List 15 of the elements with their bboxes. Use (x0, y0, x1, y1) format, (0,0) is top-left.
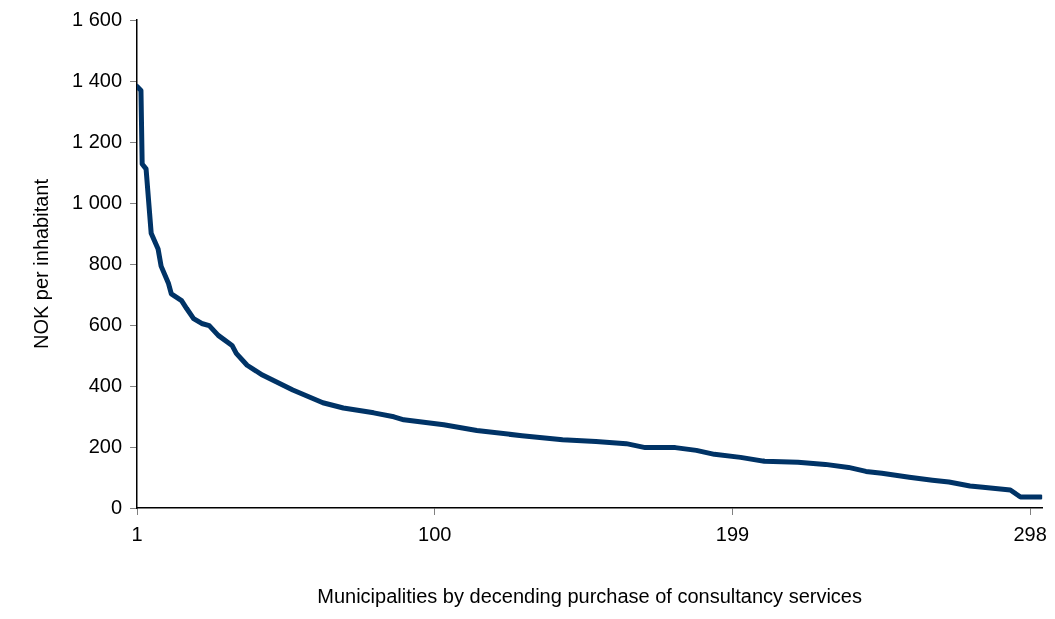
y-tick-label: 1 000 (71, 190, 123, 213)
x-tick-label: 298 (1013, 522, 1047, 545)
y-tick-label: 200 (88, 434, 123, 457)
y-tick-label: 800 (88, 251, 123, 274)
y-tick-label: 1 200 (71, 129, 123, 152)
x-tick-label: 100 (418, 522, 452, 545)
x-axis-title: Municipalities by decending purchase of consultancy services (317, 584, 862, 607)
x-tick-label: 1 (131, 522, 143, 545)
y-tick-label: 600 (88, 312, 123, 335)
y-tick-label: 1 600 (71, 7, 123, 30)
y-axis-title: NOK per inhabitant (29, 178, 52, 350)
y-tick-label: 1 400 (71, 68, 123, 91)
y-tick-label: 0 (110, 495, 123, 518)
x-tick-label: 199 (715, 522, 750, 545)
y-tick-label: 400 (88, 373, 123, 396)
